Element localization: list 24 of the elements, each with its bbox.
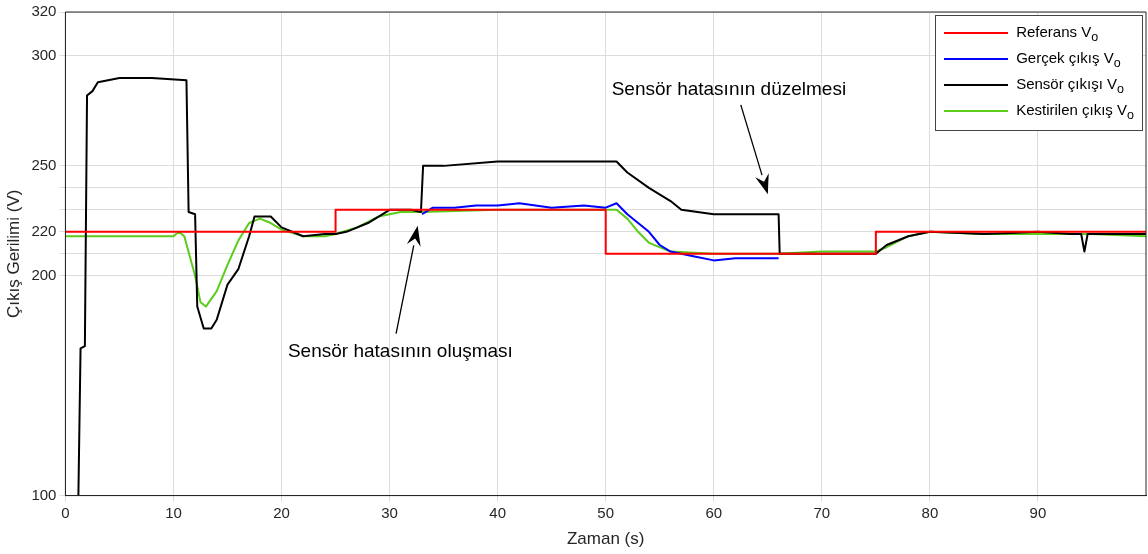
annotation: Sensör hatasının oluşması <box>287 340 513 362</box>
x-tick-label: 60 <box>705 503 723 521</box>
x-axis-title: Zaman (s) <box>566 529 645 549</box>
x-tick-label: 10 <box>165 503 182 521</box>
x-tick-label: 50 <box>597 503 615 521</box>
y-tick-label: 220 <box>31 221 57 239</box>
legend-label: Referans V$_{o}$ <box>1016 22 1099 44</box>
y-tick-label: 100 <box>31 485 57 503</box>
x-tick-label: 20 <box>273 503 290 521</box>
x-tick-label: 80 <box>921 503 939 521</box>
legend-label: Kestirilen çıkış V$_{o}$ <box>1016 100 1134 122</box>
y-tick-label: 200 <box>31 265 57 283</box>
y-tick-label: 320 <box>31 2 57 20</box>
x-tick-label: 40 <box>489 503 506 521</box>
annotation: Sensör hatasının düzelmesi <box>611 77 847 99</box>
legend-label: Sensör çıkışı V$_{o}$ <box>1016 74 1124 96</box>
x-tick-label: 70 <box>813 503 831 521</box>
legend-label: Gerçek çıkış V$_{o}$ <box>1016 48 1121 70</box>
y-axis-title: Çıkış Gerilimi (V) <box>3 189 23 319</box>
x-tick-label: 90 <box>1029 503 1047 521</box>
y-tick-label: 300 <box>31 46 57 64</box>
x-tick-label: 0 <box>61 503 70 521</box>
x-tick-label: 30 <box>381 503 398 521</box>
y-tick-label: 250 <box>31 156 57 174</box>
